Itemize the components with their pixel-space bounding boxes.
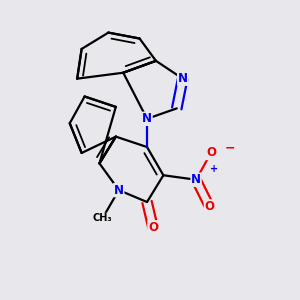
Text: N: N xyxy=(114,184,124,196)
Text: N: N xyxy=(178,72,188,85)
Text: O: O xyxy=(206,146,216,160)
Text: N: N xyxy=(142,112,152,125)
Text: O: O xyxy=(204,200,214,213)
Text: CH₃: CH₃ xyxy=(93,213,112,224)
Text: +: + xyxy=(210,164,218,174)
Text: −: − xyxy=(224,142,235,154)
Text: O: O xyxy=(148,221,158,234)
Text: N: N xyxy=(191,173,201,186)
